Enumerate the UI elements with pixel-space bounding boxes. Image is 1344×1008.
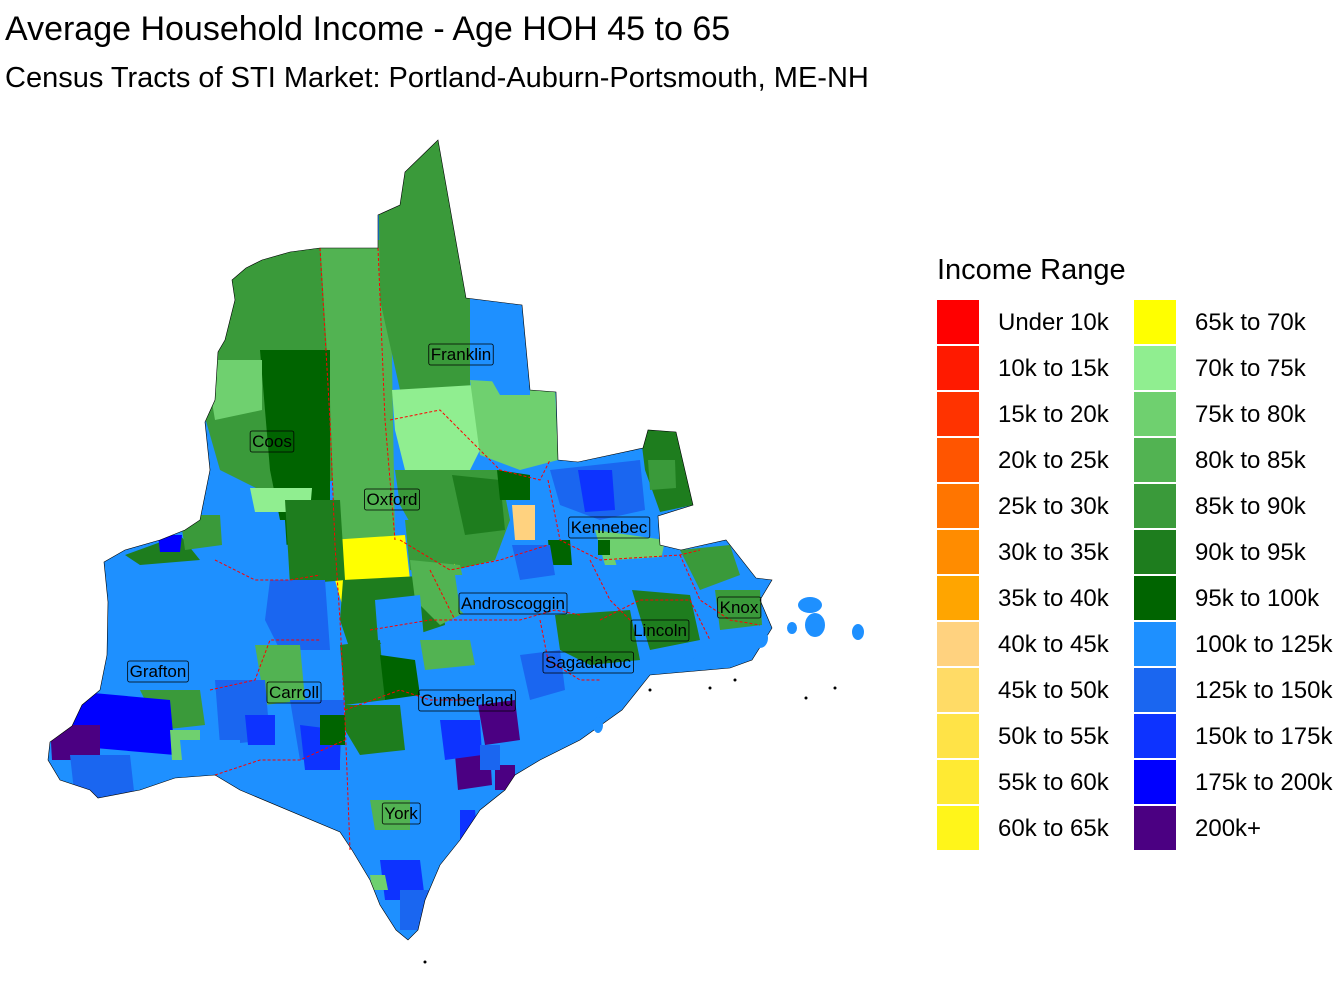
legend-label: 175k to 200k: [1195, 769, 1333, 796]
svg-text:Coos: Coos: [252, 432, 292, 451]
svg-text:Sagadahoc: Sagadahoc: [545, 653, 632, 672]
legend-swatch: [937, 438, 979, 482]
legend-label: 95k to 100k: [1195, 585, 1320, 612]
county-label-coos: Coos: [249, 430, 295, 453]
legend-label: 200k+: [1195, 815, 1262, 842]
legend-swatch: [937, 760, 979, 804]
svg-text:Cumberland: Cumberland: [421, 691, 514, 710]
choropleth-map: Franklin Coos Oxford Kennebec Androscoggin Kn…: [47, 139, 864, 964]
map-subtitle: Census Tracts of STI Market: Portland-Au…: [5, 62, 869, 94]
county-label-knox: Knox: [717, 596, 762, 619]
svg-text:Knox: Knox: [720, 598, 759, 617]
legend-label: 60k to 65k: [998, 815, 1109, 842]
legend-swatch: [937, 714, 979, 758]
legend-label: Under 10k: [998, 309, 1109, 336]
county-label-kennebec: Kennebec: [568, 516, 651, 539]
legend-label: 10k to 15k: [998, 355, 1109, 382]
svg-text:Grafton: Grafton: [130, 662, 187, 681]
legend-label: 20k to 25k: [998, 447, 1109, 474]
legend-swatch: [1134, 392, 1176, 436]
county-label-oxford: Oxford: [364, 488, 420, 511]
legend-swatch: [937, 392, 979, 436]
map-title: Average Household Income - Age HOH 45 to…: [5, 10, 731, 48]
legend-title: Income Range: [937, 254, 1126, 286]
legend-swatch: [937, 300, 979, 344]
legend-label: 25k to 30k: [998, 493, 1109, 520]
legend-label: 100k to 125k: [1195, 631, 1333, 658]
legend-swatch: [937, 530, 979, 574]
island-specks: [423, 678, 837, 964]
legend-label: 70k to 75k: [1195, 355, 1306, 382]
legend-label: 80k to 85k: [1195, 447, 1306, 474]
county-label-cumberland: Cumberland: [418, 689, 516, 712]
legend-label: 75k to 80k: [1195, 401, 1306, 428]
county-label-franklin: Franklin: [428, 343, 494, 366]
legend-swatch: [937, 668, 979, 712]
legend-label: 85k to 90k: [1195, 493, 1306, 520]
coastal-islands: [574, 597, 864, 733]
legend-swatch: [1134, 760, 1176, 804]
county-label-grafton: Grafton: [127, 660, 189, 683]
legend-label: 55k to 60k: [998, 769, 1109, 796]
county-labels: Franklin Coos Oxford Kennebec Androscoggin Kn…: [127, 343, 762, 825]
legend-swatch: [937, 576, 979, 620]
svg-text:Androscoggin: Androscoggin: [461, 594, 565, 613]
legend-swatch: [1134, 346, 1176, 390]
legend-swatch: [1134, 576, 1176, 620]
legend-swatch: [937, 346, 979, 390]
svg-text:Lincoln: Lincoln: [633, 621, 687, 640]
legend-swatch: [1134, 300, 1176, 344]
svg-text:Franklin: Franklin: [431, 345, 491, 364]
svg-text:Kennebec: Kennebec: [571, 518, 648, 537]
legend-label: 50k to 55k: [998, 723, 1109, 750]
legend-swatch: [937, 806, 979, 850]
svg-text:York: York: [384, 804, 418, 823]
legend-label: 35k to 40k: [998, 585, 1109, 612]
legend-label: 65k to 70k: [1195, 309, 1306, 336]
county-label-lincoln: Lincoln: [630, 619, 690, 642]
legend-label: 45k to 50k: [998, 677, 1109, 704]
svg-text:Carroll: Carroll: [269, 683, 319, 702]
legend-swatch: [937, 484, 979, 528]
legend-swatch: [1134, 438, 1176, 482]
legend-label: 30k to 35k: [998, 539, 1109, 566]
county-label-carroll: Carroll: [266, 681, 322, 704]
legend-swatch: [1134, 622, 1176, 666]
legend-swatch: [1134, 714, 1176, 758]
legend-swatch: [1134, 484, 1176, 528]
legend-swatch: [1134, 806, 1176, 850]
legend-label: 90k to 95k: [1195, 539, 1306, 566]
legend-swatch: [1134, 530, 1176, 574]
legend-label: 125k to 150k: [1195, 677, 1333, 704]
legend-label: 15k to 20k: [998, 401, 1109, 428]
legend-label: 150k to 175k: [1195, 723, 1333, 750]
county-label-androscoggin: Androscoggin: [458, 592, 568, 615]
legend-swatch: [1134, 668, 1176, 712]
county-boundaries: [209, 247, 761, 851]
county-label-sagadahoc: Sagadahoc: [542, 651, 634, 674]
svg-text:Oxford: Oxford: [366, 490, 417, 509]
legend-label: 40k to 45k: [998, 631, 1109, 658]
legend-swatch: [937, 622, 979, 666]
county-label-york: York: [381, 802, 421, 825]
